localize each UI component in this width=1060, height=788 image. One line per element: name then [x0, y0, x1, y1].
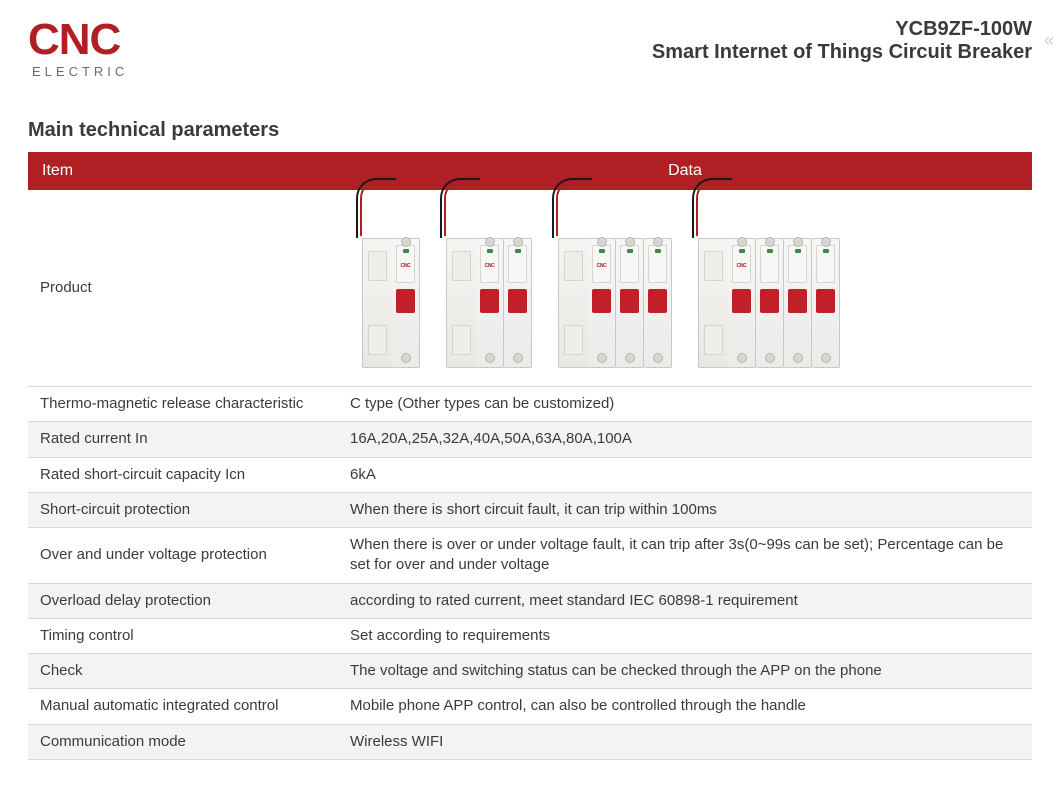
breaker-pole: CNC: [476, 238, 504, 368]
breaker-pole: [644, 238, 672, 368]
table-row: Short-circuit protectionWhen there is sh…: [28, 492, 1032, 527]
col-header-item: Item: [28, 152, 338, 190]
spec-value: Set according to requirements: [338, 618, 1032, 653]
spec-value: When there is short circuit fault, it ca…: [338, 492, 1032, 527]
product-code: YCB9ZF-100W: [652, 18, 1032, 41]
table-row: Over and under voltage protectionWhen th…: [28, 528, 1032, 584]
side-module: [698, 238, 728, 368]
logo-sub: ELECTRIC: [32, 64, 128, 79]
spec-value: 16A,20A,25A,32A,40A,50A,63A,80A,100A: [338, 422, 1032, 457]
spec-value: When there is over or under voltage faul…: [338, 528, 1032, 584]
spec-item: Rated current In: [28, 422, 338, 457]
product-name: Smart Internet of Things Circuit Breaker: [652, 41, 1032, 64]
spec-item: Thermo-magnetic release characteristic: [28, 387, 338, 422]
spec-value: The voltage and switching status can be …: [338, 654, 1032, 689]
table-row: Rated current In16A,20A,25A,32A,40A,50A,…: [28, 422, 1032, 457]
spec-item: Timing control: [28, 618, 338, 653]
nav-chevron-icon[interactable]: «: [1044, 30, 1054, 51]
section-title: Main technical parameters: [28, 119, 1060, 142]
breaker-3p: CNC: [558, 208, 672, 368]
breaker-pole: [616, 238, 644, 368]
brand-mark: CNC: [597, 263, 607, 270]
table-row: Thermo-magnetic release characteristicC …: [28, 387, 1032, 422]
table-header-row: Item Data: [28, 152, 1032, 190]
product-row-label: Product: [28, 190, 338, 387]
table-row: Overload delay protectionaccording to ra…: [28, 583, 1032, 618]
title-block: YCB9ZF-100W Smart Internet of Things Cir…: [652, 18, 1032, 64]
side-module: [558, 238, 588, 368]
breaker-pole: [784, 238, 812, 368]
logo: CNC ELECTRIC: [28, 18, 128, 79]
breaker-1p: CNC: [362, 208, 420, 368]
breaker-2p: CNC: [446, 208, 532, 368]
breaker-4p: CNC: [698, 208, 840, 368]
breaker-pole: [812, 238, 840, 368]
spec-value: according to rated current, meet standar…: [338, 583, 1032, 618]
spec-value: C type (Other types can be customized): [338, 387, 1032, 422]
brand-mark: CNC: [485, 263, 495, 270]
table-row: Communication modeWireless WIFI: [28, 724, 1032, 759]
spec-item: Rated short-circuit capacity Icn: [28, 457, 338, 492]
breaker-pole: CNC: [728, 238, 756, 368]
table-row: Timing controlSet according to requireme…: [28, 618, 1032, 653]
spec-value: Mobile phone APP control, can also be co…: [338, 689, 1032, 724]
side-module: [362, 238, 392, 368]
side-module: [446, 238, 476, 368]
col-header-data: Data: [338, 152, 1032, 190]
spec-item: Short-circuit protection: [28, 492, 338, 527]
breaker-pole: CNC: [588, 238, 616, 368]
table-row: Rated short-circuit capacity Icn6kA: [28, 457, 1032, 492]
spec-item: Over and under voltage protection: [28, 528, 338, 584]
spec-value: Wireless WIFI: [338, 724, 1032, 759]
spec-item: Overload delay protection: [28, 583, 338, 618]
product-images-cell: CNC CNC CNC CNC: [338, 190, 1032, 387]
product-row: Product CNC CNC CNC CNC: [28, 190, 1032, 387]
breaker-pole: CNC: [392, 238, 420, 368]
brand-mark: CNC: [401, 263, 411, 270]
page-header: CNC ELECTRIC YCB9ZF-100W Smart Internet …: [0, 0, 1060, 79]
table-row: Manual automatic integrated controlMobil…: [28, 689, 1032, 724]
brand-mark: CNC: [737, 263, 747, 270]
breaker-pole: [504, 238, 532, 368]
breaker-pole: [756, 238, 784, 368]
table-row: CheckThe voltage and switching status ca…: [28, 654, 1032, 689]
spec-item: Manual automatic integrated control: [28, 689, 338, 724]
parameters-table: Item Data Product CNC CNC CNC CNC Thermo-ma…: [28, 152, 1032, 760]
spec-item: Check: [28, 654, 338, 689]
logo-main: CNC: [28, 18, 128, 62]
spec-item: Communication mode: [28, 724, 338, 759]
breaker-set: CNC CNC CNC CNC: [350, 208, 1020, 368]
parameters-table-wrap: Item Data Product CNC CNC CNC CNC Thermo-ma…: [0, 152, 1060, 760]
spec-value: 6kA: [338, 457, 1032, 492]
